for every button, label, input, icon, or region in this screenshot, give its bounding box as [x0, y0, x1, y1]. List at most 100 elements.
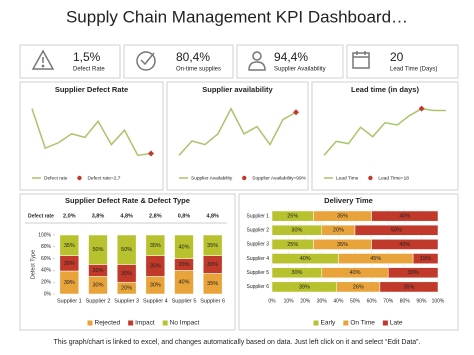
legend-swatch [162, 320, 168, 326]
data-label: 30% [207, 262, 218, 268]
data-label: 40% [300, 256, 311, 262]
bar-segment [174, 234, 194, 259]
highlight-marker [418, 105, 425, 112]
kpi-value: 94,4% [274, 50, 308, 64]
data-label: 35% [64, 243, 75, 249]
data-label: 25% [287, 242, 298, 248]
legend-label: No Impact [170, 320, 200, 327]
data-label: 35% [207, 243, 218, 249]
bar-segment [379, 281, 439, 293]
chart-title: Lead time (in days) [351, 85, 419, 94]
table-cell: 4,8% [120, 213, 133, 219]
chart-title: Supplier Defect Rate & Defect Type [65, 196, 190, 205]
x-tick-label: 30% [317, 298, 328, 304]
chart-title: Supplier Defect Rate [55, 85, 128, 94]
legend-swatch [77, 175, 82, 181]
kpi-label: Defect Rate [73, 67, 105, 73]
y-tick-label: Supplier 6 [246, 284, 269, 290]
bar-segment [116, 234, 137, 265]
x-tick-label: Supplier 6 [200, 298, 225, 304]
x-tick-label: Supplier 2 [86, 298, 111, 304]
legend-swatch [382, 320, 388, 326]
y-tick-label: 20% [41, 280, 52, 286]
bar-segment [88, 234, 108, 265]
data-label: 30% [92, 283, 103, 289]
kpi-value: 80,4% [176, 50, 210, 64]
data-label: 20% [333, 228, 344, 234]
line-series [178, 107, 297, 156]
legend-swatch [128, 320, 134, 326]
legend-label: Late [390, 320, 403, 327]
legend-label: Defect rate=2,7 [87, 175, 120, 181]
line-series [323, 107, 446, 156]
kpi-icons [31, 49, 370, 71]
y-tick-label: 100% [38, 232, 51, 238]
legend-swatch [242, 175, 247, 181]
kpi-box [19, 44, 121, 79]
data-label: 35% [150, 263, 161, 269]
legend-swatch [313, 320, 319, 326]
kpi-box [346, 44, 459, 79]
bar-segment [371, 239, 439, 250]
data-label: 40% [399, 214, 410, 220]
x-tick-label: Supplier 1 [57, 298, 82, 304]
data-label: 40% [178, 244, 189, 250]
data-label: 39% [299, 284, 310, 290]
page-title: Supply Chain Management KPI Dashboard… [66, 7, 408, 26]
legend-label: Lead Time=18 [378, 175, 409, 181]
data-label: 20% [121, 286, 132, 292]
data-label: 50% [121, 247, 132, 253]
legend-label: Early [321, 320, 337, 327]
table-cell: 4,8% [206, 213, 219, 219]
data-label: 26% [64, 261, 75, 267]
x-tick-label: 0% [268, 298, 276, 304]
table-cell: 2,0% [63, 213, 76, 219]
x-tick-label: Supplier 4 [143, 298, 168, 304]
y-tick-label: Supplier 1 [246, 213, 269, 219]
x-tick-label: 10% [284, 298, 295, 304]
x-tick-label: Supplier 5 [172, 298, 197, 304]
data-label: 26% [353, 284, 364, 290]
data-label: 35% [337, 242, 348, 248]
x-tick-label: 50% [350, 298, 361, 304]
data-label: 45% [370, 256, 381, 262]
data-label: 15% [420, 256, 431, 262]
x-tick-label: 90% [416, 298, 427, 304]
bar-segment [354, 224, 439, 236]
x-tick-label: 70% [383, 298, 394, 304]
table-cell: 0,8% [178, 213, 191, 219]
legend-swatch [343, 320, 349, 326]
footer-note: This graph/chart is linked to excel, and… [54, 339, 421, 346]
bar-segment [387, 267, 439, 279]
legend-label: Supplier Availability=99% [252, 175, 306, 181]
kpi-label: Supplier Availability [274, 67, 326, 73]
data-label: 25% [287, 214, 298, 220]
kpi-value: 20 [390, 50, 404, 64]
data-label: 30% [291, 228, 302, 234]
x-tick-label: 40% [333, 298, 344, 304]
data-label: 40% [399, 242, 410, 248]
data-label: 39% [64, 280, 75, 286]
highlight-marker [148, 150, 154, 157]
chart-title: Supplier availability [202, 85, 273, 94]
data-label: 40% [349, 270, 360, 276]
data-label: 30% [291, 270, 302, 276]
line-series [31, 108, 152, 157]
legend-swatch [87, 320, 93, 326]
data-label: 35% [403, 284, 414, 290]
y-tick-label: 0% [44, 291, 52, 297]
bar-segment [412, 253, 439, 264]
bar-segment [202, 234, 223, 256]
legend-label: Defect rate [44, 175, 68, 181]
y-tick-label: Supplier 2 [246, 228, 269, 234]
data-label: 35% [207, 281, 218, 287]
y-tick-label: 80% [41, 244, 52, 250]
kpi-label: Lead Time (Days) [390, 67, 437, 73]
data-label: 40% [178, 280, 189, 286]
y-tick-label: 40% [41, 268, 52, 274]
data-label: 30% [150, 283, 161, 289]
x-tick-label: 100% [432, 298, 445, 304]
y-tick-label: 60% [41, 256, 52, 262]
